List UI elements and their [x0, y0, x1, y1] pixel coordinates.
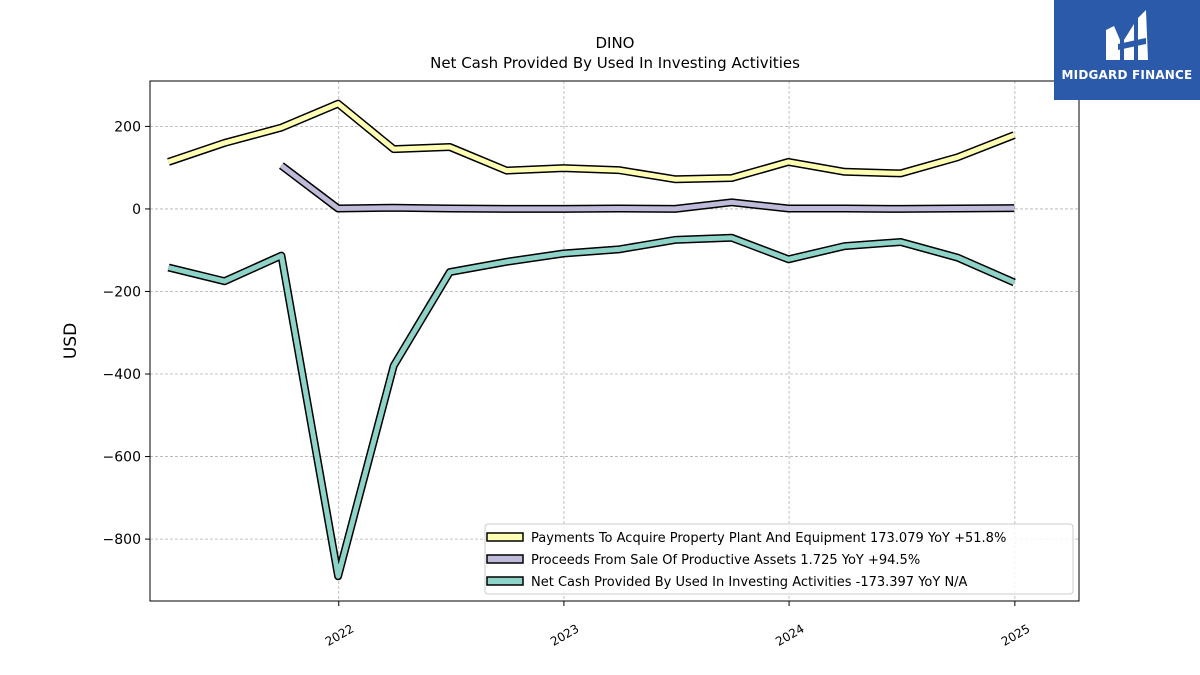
legend-label: Proceeds From Sale Of Productive Assets …	[531, 553, 920, 568]
legend-box	[484, 523, 1074, 595]
y-tick-label: −800	[103, 532, 141, 548]
y-tick-label: −600	[103, 450, 141, 466]
legend-swatch	[486, 532, 524, 542]
series-proceeds-from-sale-of-productive-assets-line	[279, 163, 1015, 212]
legend: Payments To Acquire Property Plant And E…	[484, 523, 1074, 595]
legend-label: Payments To Acquire Property Plant And E…	[531, 531, 1006, 546]
y-tick-label: 0	[132, 202, 141, 218]
y-tick-label: −400	[103, 367, 141, 383]
chart-title: DINO	[595, 34, 634, 52]
series-layer	[167, 99, 1016, 581]
legend-label: Net Cash Provided By Used In Investing A…	[531, 575, 968, 590]
x-tick-label: 2025	[999, 621, 1032, 648]
legend-swatch	[486, 554, 524, 564]
series-payments-to-acquire-property-plant-and-equipment-line	[167, 101, 1016, 182]
brand-logo: MIDGARD FINANCE	[1054, 0, 1200, 100]
x-tick-label: 2024	[773, 621, 806, 648]
x-tick-label: 2022	[323, 621, 356, 648]
chart-subtitle: Net Cash Provided By Used In Investing A…	[430, 54, 800, 72]
brand-name: MIDGARD FINANCE	[1061, 68, 1193, 82]
y-axis-label: USD	[61, 323, 81, 359]
brand-logo-icon	[1106, 10, 1148, 60]
legend-swatch	[486, 576, 524, 586]
y-tick-label: 200	[114, 119, 141, 135]
x-tick-label: 2023	[548, 621, 581, 648]
plot-frame	[149, 80, 1080, 602]
series-net-cash-provided-by-used-in-investing-activities-line	[167, 235, 1016, 579]
y-tick-label: −200	[103, 284, 141, 300]
